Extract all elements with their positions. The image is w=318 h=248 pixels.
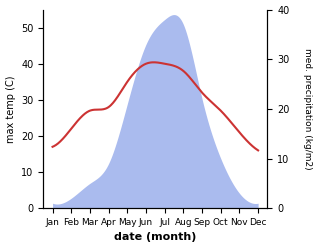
X-axis label: date (month): date (month) <box>114 232 197 243</box>
Y-axis label: med. precipitation (kg/m2): med. precipitation (kg/m2) <box>303 48 313 170</box>
Y-axis label: max temp (C): max temp (C) <box>5 75 16 143</box>
